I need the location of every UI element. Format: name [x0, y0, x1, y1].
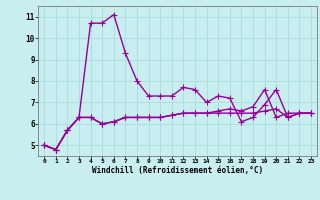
X-axis label: Windchill (Refroidissement éolien,°C): Windchill (Refroidissement éolien,°C) — [92, 166, 263, 175]
